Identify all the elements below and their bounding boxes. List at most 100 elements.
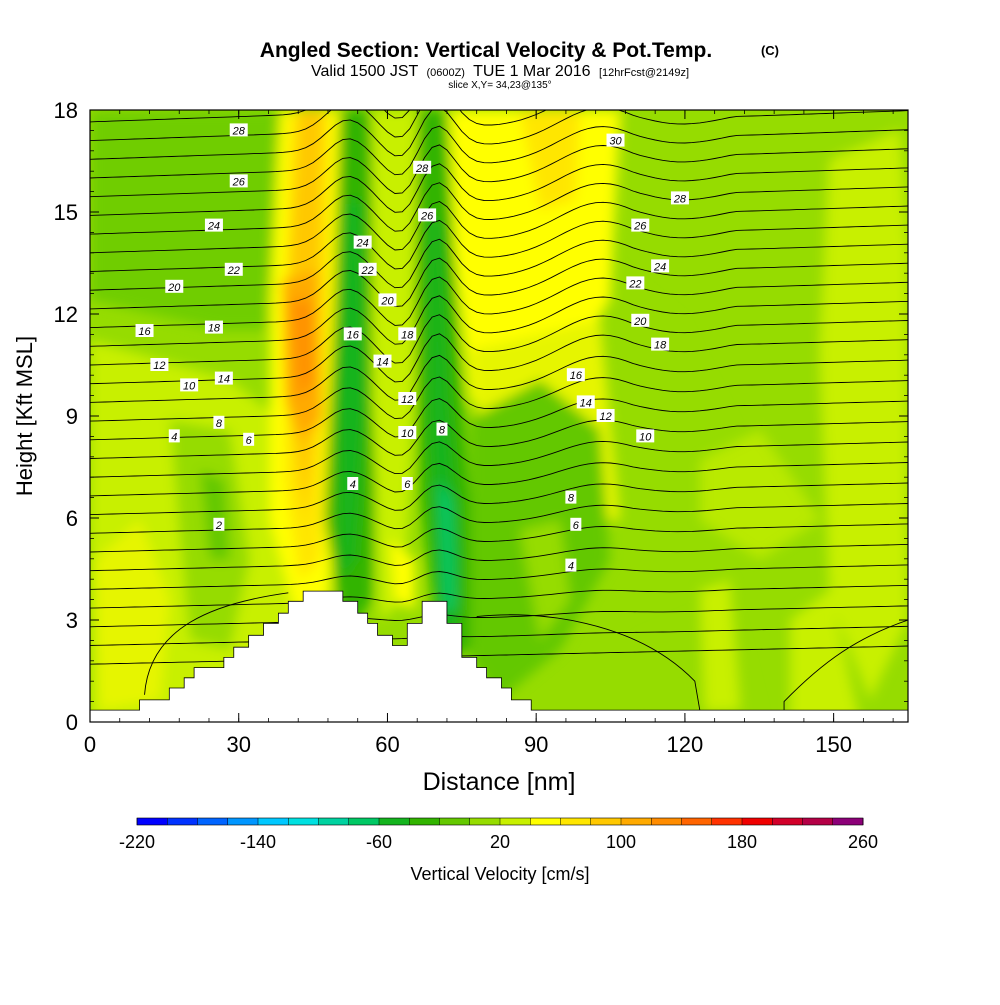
contour-label-text: 30 bbox=[609, 136, 622, 148]
contour-label-bg bbox=[213, 517, 225, 531]
colorbar-segment bbox=[137, 818, 168, 825]
contour-label: 16 bbox=[566, 368, 585, 382]
contour-label: 8 bbox=[565, 490, 577, 505]
colorbar-tick-label: -140 bbox=[240, 832, 276, 852]
contour-label: 4 bbox=[565, 558, 577, 573]
contour-label-text: 8 bbox=[568, 493, 575, 505]
contour-label-text: 24 bbox=[653, 261, 666, 273]
isentrope-line bbox=[90, 276, 908, 329]
contour-label-text: 12 bbox=[599, 411, 611, 423]
contour-label-text: 14 bbox=[580, 397, 592, 409]
y-tick-label: 6 bbox=[66, 506, 78, 531]
contour-label-bg bbox=[398, 392, 417, 405]
contour-label: 6 bbox=[243, 432, 255, 447]
contour-label-bg bbox=[596, 409, 615, 422]
contour-label-bg bbox=[180, 378, 199, 392]
contour-label-text: 22 bbox=[227, 265, 240, 277]
isentrope-line bbox=[90, 584, 908, 609]
isentrope-line bbox=[90, 543, 908, 572]
y-axis-label: Height [Kft MSL] bbox=[12, 336, 37, 496]
contour-label-text: 18 bbox=[208, 323, 221, 335]
field-region-right-pale bbox=[820, 130, 908, 700]
field-region-downdraft-2-deep bbox=[438, 480, 455, 610]
isentrope-line bbox=[90, 625, 908, 646]
isentrope-line bbox=[90, 462, 908, 497]
contour-label: 24 bbox=[204, 218, 223, 233]
contour-label-text: 16 bbox=[347, 329, 360, 341]
contour-label-bg bbox=[398, 426, 417, 439]
field-region-upper-left bbox=[90, 110, 300, 330]
contour-label: 30 bbox=[606, 133, 625, 148]
x-tick-label: 120 bbox=[667, 732, 704, 757]
colorbar-segment bbox=[500, 818, 531, 825]
contour-label-text: 28 bbox=[232, 125, 246, 137]
contour-label-text: 18 bbox=[401, 329, 414, 341]
contour-label-text: 10 bbox=[183, 380, 196, 392]
colorbar-tick-label: 20 bbox=[490, 832, 510, 852]
contour-label-bg bbox=[229, 174, 248, 188]
field-region-lower-pale bbox=[520, 520, 570, 640]
isentrope-line bbox=[783, 619, 908, 711]
x-tick-label: 60 bbox=[375, 732, 399, 757]
contour-label-text: 26 bbox=[232, 176, 246, 188]
colorbar-segment bbox=[258, 818, 289, 825]
contour-label: 26 bbox=[631, 218, 650, 233]
contour-label: 12 bbox=[398, 392, 417, 406]
contour-label: 8 bbox=[213, 415, 225, 430]
field-region-middle bbox=[372, 110, 420, 620]
colorbar-segment bbox=[197, 818, 229, 825]
colorbar-segment bbox=[439, 818, 471, 825]
contour-label-bg bbox=[626, 276, 645, 290]
contour-label-bg bbox=[636, 429, 655, 443]
contour-label: 26 bbox=[229, 174, 248, 188]
colorbar-tick-label: -60 bbox=[366, 832, 392, 852]
contour-label-text: 20 bbox=[167, 282, 181, 294]
isentrope-line bbox=[90, 295, 908, 347]
contour-label-text: 14 bbox=[376, 357, 388, 369]
contour-label: 12 bbox=[596, 409, 615, 423]
contour-label-bg bbox=[606, 133, 625, 147]
contour-label: 24 bbox=[651, 259, 670, 273]
contour-label-text: 10 bbox=[401, 428, 414, 440]
contour-label-text: 6 bbox=[246, 435, 253, 447]
contour-label-text: 6 bbox=[404, 479, 411, 491]
colorbar-segment bbox=[409, 818, 440, 825]
isentrope-line bbox=[90, 144, 908, 198]
colorbar-segment bbox=[227, 818, 259, 825]
chart-title: Angled Section: Vertical Velocity & Pot.… bbox=[260, 39, 712, 62]
contour-label-bg bbox=[135, 324, 154, 337]
contour-label: 4 bbox=[347, 477, 359, 491]
colorbar-segment bbox=[681, 818, 713, 825]
contour-label-bg bbox=[373, 354, 392, 368]
field-region-right-bottom-pale bbox=[700, 580, 740, 712]
terrain-mask bbox=[90, 590, 908, 722]
contour-label-bg bbox=[165, 279, 184, 293]
contour-label-text: 18 bbox=[654, 340, 667, 352]
isentrope-line bbox=[90, 376, 908, 422]
isentrope-line bbox=[90, 564, 908, 590]
contour-label-text: 4 bbox=[350, 479, 356, 491]
y-tick-label: 12 bbox=[54, 302, 78, 327]
contour-label-bg bbox=[353, 235, 372, 249]
contour-label-bg bbox=[413, 160, 432, 174]
contour-label: 28 bbox=[413, 160, 432, 175]
contour-label: 18 bbox=[204, 320, 223, 335]
contour-label: 4 bbox=[168, 429, 180, 443]
contour-label-text: 14 bbox=[218, 374, 230, 386]
isentrope-line bbox=[90, 257, 908, 310]
colorbar-segment bbox=[832, 818, 864, 825]
x-tick-label: 0 bbox=[84, 732, 96, 757]
colorbar-label: Vertical Velocity [cm/s] bbox=[410, 864, 589, 884]
colorbar-segment bbox=[530, 818, 561, 825]
contour-label: 26 bbox=[418, 208, 437, 222]
contour-label-text: 24 bbox=[207, 221, 220, 233]
isentrope-line bbox=[90, 354, 908, 403]
colorbar-tick-label: -220 bbox=[119, 832, 155, 852]
subtitle-utc: (0600Z) bbox=[426, 67, 465, 79]
contour-label-bg bbox=[213, 415, 225, 429]
contour-label-text: 4 bbox=[171, 431, 177, 443]
colorbar-segment bbox=[288, 818, 319, 825]
y-tick-label: 3 bbox=[66, 608, 78, 633]
